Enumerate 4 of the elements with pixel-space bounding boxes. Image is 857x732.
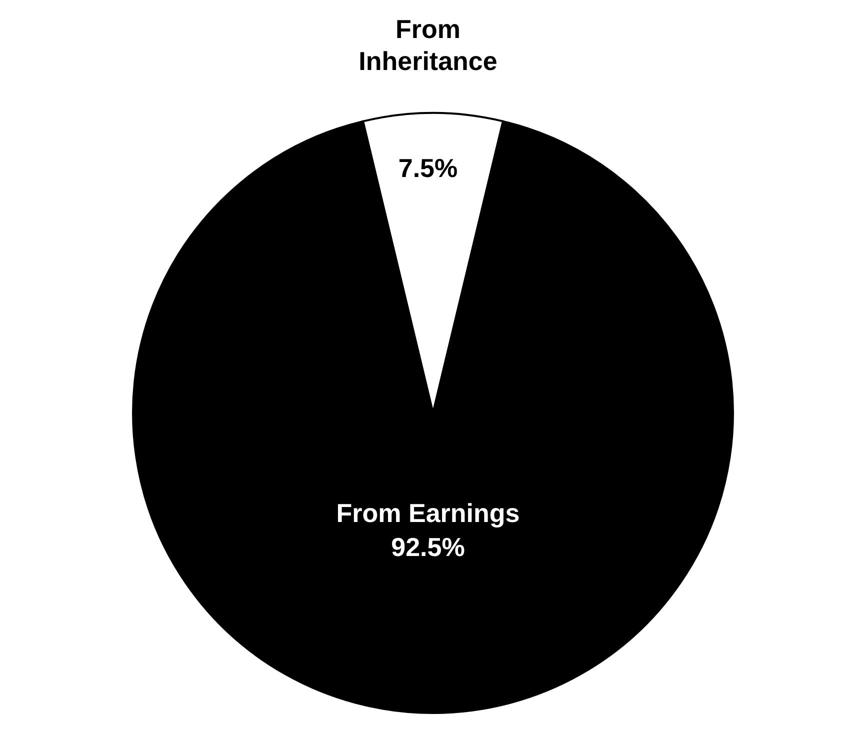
slice-label: From Inheritance (358, 14, 498, 76)
data-label: 92.5% (391, 532, 465, 562)
slice-label: From Earnings (336, 498, 520, 528)
data-label: 7.5% (398, 153, 458, 183)
